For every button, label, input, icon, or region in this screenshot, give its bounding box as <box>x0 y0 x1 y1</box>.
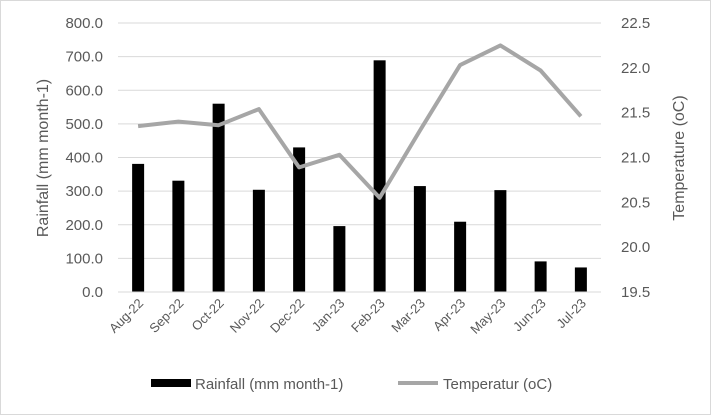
rainfall-bar <box>494 190 507 292</box>
rainfall-bar <box>252 189 265 292</box>
x-tick-label: Dec-22 <box>267 296 307 336</box>
y-tick-label: 700.0 <box>65 49 103 66</box>
y-axis-ticks: 0.0 100.0 200.0 300.0 400.0 500.0 600.0 700.0 80… <box>65 15 103 301</box>
y-tick-label: 400.0 <box>65 150 103 167</box>
x-tick-label: Mar-23 <box>388 296 428 336</box>
y2-tick-label: 20.5 <box>621 194 650 211</box>
legend-rainfall-swatch <box>151 379 191 387</box>
y-tick-label: 500.0 <box>65 116 103 133</box>
x-tick-label: Feb-23 <box>348 296 388 336</box>
rainfall-bar <box>413 186 426 292</box>
gridlines <box>118 22 601 259</box>
x-tick-label: Nov-22 <box>227 296 267 336</box>
rainfall-bar <box>172 180 185 292</box>
y-tick-label: 600.0 <box>65 82 103 99</box>
rainfall-bar <box>373 60 386 293</box>
y-tick-label: 0.0 <box>82 284 103 301</box>
y2-tick-label: 20.0 <box>621 239 650 256</box>
x-tick-label: Aug-22 <box>106 296 146 336</box>
y-tick-label: 800.0 <box>65 15 103 32</box>
y-axis-label: Rainfall (mm month-1) <box>35 79 52 237</box>
y2-tick-label: 22.0 <box>621 60 650 77</box>
y2-tick-label: 21.0 <box>621 150 650 167</box>
x-tick-label: Sep-22 <box>146 296 186 336</box>
rainfall-bar <box>574 267 587 292</box>
rainfall-bar <box>534 261 547 292</box>
rainfall-bar <box>454 221 467 292</box>
y2-tick-label: 21.5 <box>621 105 650 122</box>
y2-axis-ticks: 19.5 20.0 20.5 21.0 21.5 22.0 22.5 <box>621 15 650 301</box>
temperature-line <box>137 43 583 200</box>
rainfall-bars <box>132 60 587 293</box>
rainfall-bar <box>333 226 346 292</box>
x-tick-label: May-23 <box>467 296 508 337</box>
y-tick-label: 100.0 <box>65 250 103 267</box>
rainfall-bar <box>293 147 306 292</box>
x-axis-ticks: Aug-22 Sep-22 Oct-22 Nov-22 Dec-22 Jan-23 Feb-… <box>106 296 589 337</box>
x-tick-label: Apr-23 <box>430 296 468 334</box>
y-tick-label: 300.0 <box>65 183 103 200</box>
y2-tick-label: 19.5 <box>621 284 650 301</box>
legend: Rainfall (mm month-1) Temperatur (oC) <box>151 376 552 393</box>
y2-tick-label: 22.5 <box>621 15 650 32</box>
x-tick-label: Oct-22 <box>189 296 227 334</box>
x-tick-label: Jul-23 <box>553 296 589 332</box>
legend-rainfall-label: Rainfall (mm month-1) <box>195 376 343 393</box>
y2-axis-label: Temperature (oC) <box>671 95 688 220</box>
y-tick-label: 200.0 <box>65 217 103 234</box>
rainfall-bar <box>212 103 225 292</box>
rainfall-bar <box>132 163 145 292</box>
legend-temperature-label: Temperatur (oC) <box>443 376 552 393</box>
x-tick-label: Jun-23 <box>510 296 549 335</box>
x-tick-label: Jan-23 <box>309 296 348 335</box>
